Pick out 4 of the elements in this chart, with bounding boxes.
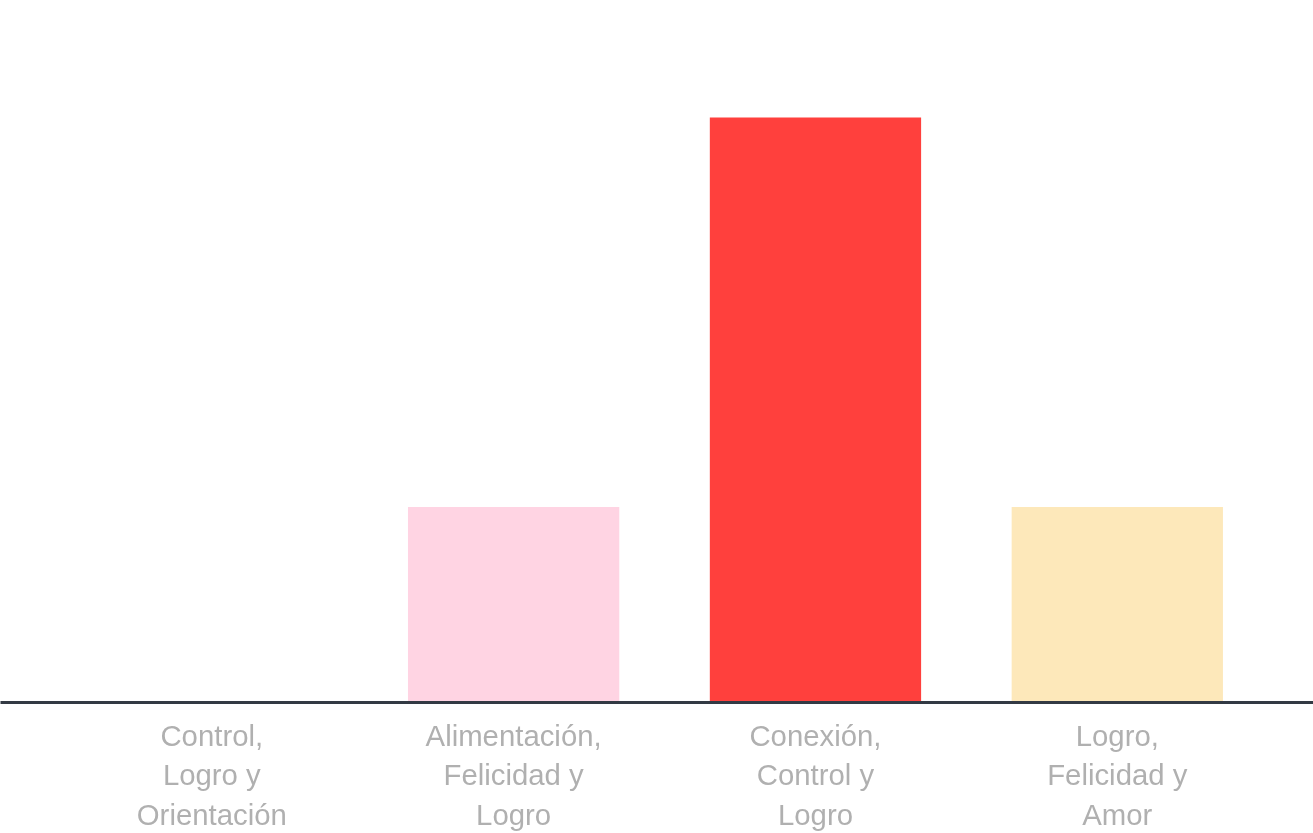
x-tick-label: Control, Logro y Orientación xyxy=(136,718,287,831)
x-tick-label: Conexión, Control y Logro xyxy=(749,718,882,831)
x-tick-label: Logro, Felicidad y Amor xyxy=(1047,718,1188,831)
x-tick-label: Alimentación, Felicidad y Logro xyxy=(425,718,602,831)
